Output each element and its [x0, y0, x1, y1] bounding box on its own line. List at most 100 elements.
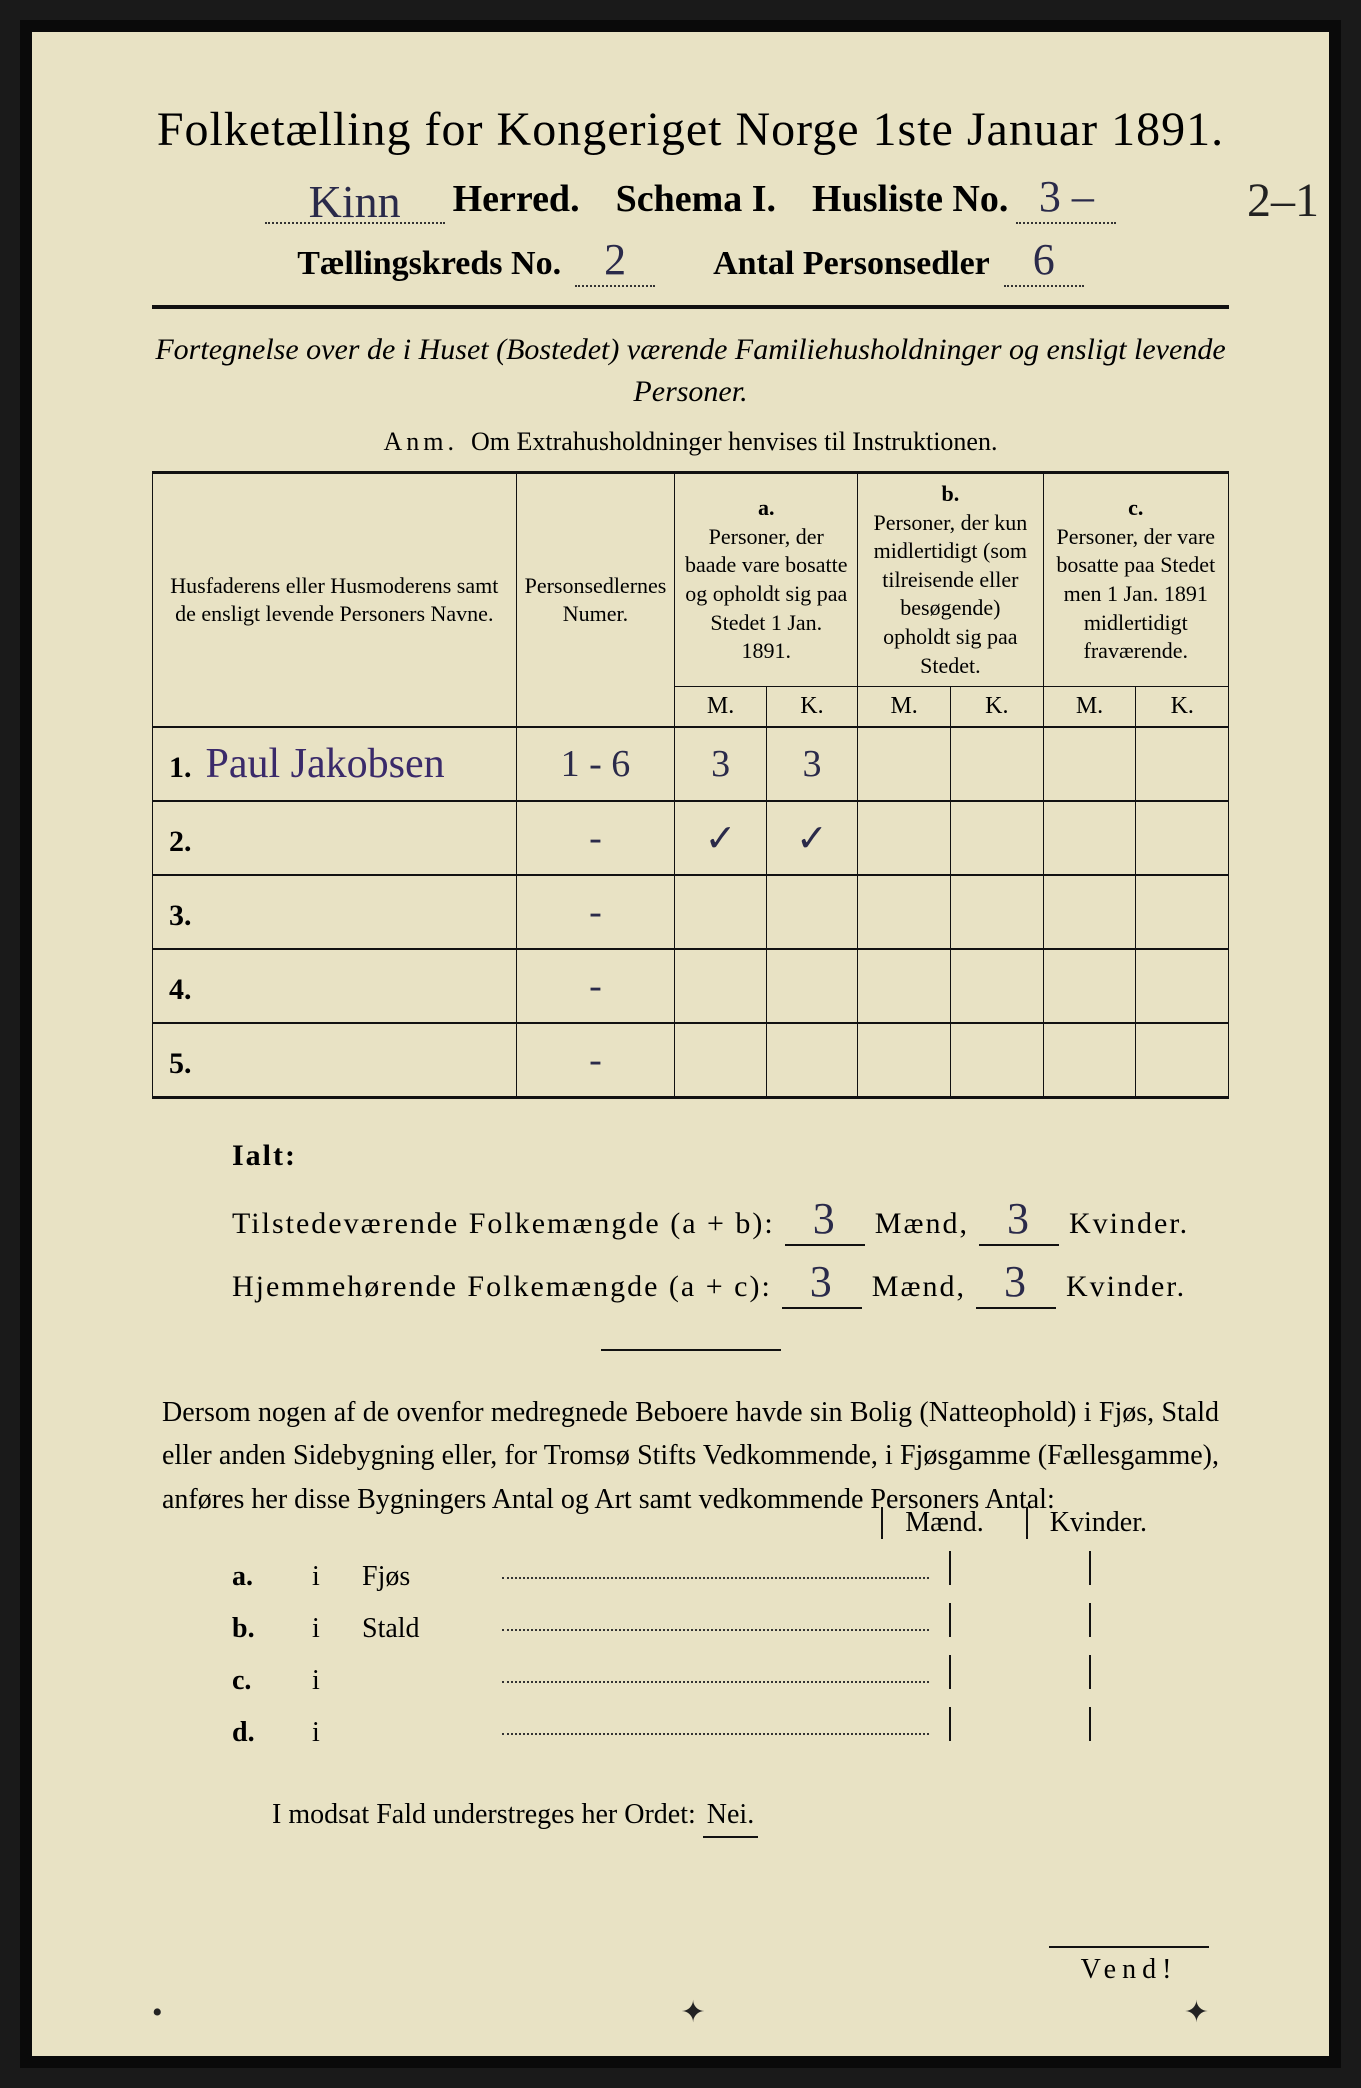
numer-cell: -: [516, 801, 675, 875]
building-letter: d.: [232, 1717, 292, 1749]
c-k-cell: [1136, 1023, 1229, 1097]
b-k-cell: [951, 949, 1043, 1023]
herred-value: Kinn: [309, 176, 401, 227]
table-row: 5.-: [153, 1023, 1229, 1097]
c-k-cell: [1136, 801, 1229, 875]
a-m-cell: [675, 1023, 766, 1097]
sum-line-1: Tilstedeværende Folkemængde (a + b): 3 M…: [232, 1193, 1229, 1246]
sum2-k-field: 3: [976, 1256, 1056, 1309]
numer-cell: -: [516, 875, 675, 949]
dotted-line: [502, 1733, 929, 1735]
building-letter: c.: [232, 1665, 292, 1697]
a-m-cell: [675, 875, 766, 949]
col-a-text: Personer, der baade vare bosatte og opho…: [683, 523, 849, 666]
b-m-cell: [858, 949, 951, 1023]
kvinder-label2: Kvinder.: [1066, 1270, 1186, 1304]
building-mk-cols: [949, 1707, 1229, 1741]
antal-label: Antal Personsedler: [713, 245, 990, 283]
b-m-cell: [858, 801, 951, 875]
side-building-para: Dersom nogen af de ovenfor medregnede Be…: [152, 1391, 1229, 1521]
maend-label2: Mænd,: [872, 1270, 966, 1304]
b-k-cell: [951, 875, 1043, 949]
rule: [152, 305, 1229, 309]
col-b-label: b.: [866, 480, 1034, 509]
sum2-label: Hjemmehørende Folkemængde (a + c):: [232, 1270, 772, 1304]
building-letter: a.: [232, 1561, 292, 1593]
col-c-text: Personer, der vare bosatte paa Stedet me…: [1052, 523, 1220, 666]
c-k: K.: [1136, 687, 1229, 728]
col-a-header: a. Personer, der baade vare bosatte og o…: [675, 473, 858, 687]
anm-line: Anm. Om Extrahusholdninger henvises til …: [152, 427, 1229, 457]
husliste-value: 3 –: [1039, 172, 1094, 221]
sum2-m: 3: [810, 1257, 834, 1306]
building-row: d.i: [232, 1707, 1229, 1749]
building-i: i: [312, 1613, 342, 1645]
a-m-cell: [675, 949, 766, 1023]
a-k-cell: [766, 949, 857, 1023]
nei-pre: I modsat Fald understreges her Ordet:: [272, 1799, 696, 1830]
numer-cell: -: [516, 949, 675, 1023]
a-k-cell: [766, 875, 857, 949]
sum2-k: 3: [1004, 1257, 1028, 1306]
table-row: 1.Paul Jakobsen1 - 633: [153, 727, 1229, 801]
mk-header: Mænd. Kvinder.: [881, 1507, 1169, 1539]
a-m-cell: 3: [675, 727, 766, 801]
b-k-cell: [951, 1023, 1043, 1097]
c-m-cell: [1043, 949, 1136, 1023]
header-line-3: Tællingskreds No. 2 Antal Personsedler 6: [152, 234, 1229, 287]
header-line-2: Kinn Herred. Schema I. Husliste No. 3 – …: [152, 169, 1229, 224]
b-m-cell: [858, 875, 951, 949]
ialt-label: Ialt:: [232, 1139, 1229, 1173]
dotted-line: [502, 1577, 929, 1579]
page-title: Folketælling for Kongeriget Norge 1ste J…: [152, 102, 1229, 157]
table-row: 2.-✓✓: [153, 801, 1229, 875]
sum1-label: Tilstedeværende Folkemængde (a + b):: [232, 1207, 775, 1241]
husliste-field: 3 –: [1016, 171, 1116, 224]
schema-label: Schema I.: [616, 177, 776, 221]
herred-label: Herred.: [453, 177, 580, 221]
a-k-cell: ✓: [766, 801, 857, 875]
a-k: K.: [766, 687, 857, 728]
building-name: Stald: [362, 1613, 482, 1645]
short-rule: [601, 1349, 781, 1351]
building-row: b. i Stald: [232, 1603, 1229, 1645]
subtitle: Fortegnelse over de i Huset (Bostedet) v…: [152, 329, 1229, 413]
sum1-k: 3: [1007, 1194, 1031, 1243]
building-mk-cols: [949, 1551, 1229, 1585]
building-i: i: [312, 1665, 342, 1697]
a-k-cell: 3: [766, 727, 857, 801]
name-cell: 1.Paul Jakobsen: [153, 727, 517, 801]
building-letter: b.: [232, 1613, 292, 1645]
col-b-header: b. Personer, der kun midlertidigt (som t…: [858, 473, 1043, 687]
col-b-text: Personer, der kun midlertidigt (som tilr…: [866, 509, 1034, 681]
census-form-page: Folketælling for Kongeriget Norge 1ste J…: [20, 20, 1341, 2068]
kreds-label: Tællingskreds No.: [297, 245, 561, 283]
building-row: a.iFjøs: [232, 1551, 1229, 1593]
herred-field: Kinn: [265, 169, 445, 224]
sum1-m-field: 3: [785, 1193, 865, 1246]
b-k-cell: [951, 727, 1043, 801]
name-cell: 2.: [153, 801, 517, 875]
b-m-cell: [858, 1023, 951, 1097]
a-m: M.: [675, 687, 766, 728]
b-k: K.: [951, 687, 1043, 728]
building-mk-cols: [949, 1655, 1229, 1689]
vend-label: Vend!: [1049, 1946, 1209, 1986]
c-k-cell: [1136, 727, 1229, 801]
anm-text: Om Extrahusholdninger henvises til Instr…: [471, 427, 997, 456]
kvinder-col: Kvinder.: [1026, 1507, 1169, 1539]
building-row: c. i: [232, 1655, 1229, 1697]
nei-word: Nei.: [703, 1799, 758, 1838]
kvinder-label: Kvinder.: [1069, 1207, 1189, 1241]
dot-mark: •: [152, 1996, 163, 2030]
col-names-header: Husfaderens eller Husmoderens samt de en…: [153, 473, 517, 728]
table-row: 4.-: [153, 949, 1229, 1023]
kreds-field: 2: [575, 234, 655, 287]
husliste-label: Husliste No.: [812, 177, 1008, 221]
table-row: 3.-: [153, 875, 1229, 949]
numer-cell: -: [516, 1023, 675, 1097]
dot-mark: ✦: [1184, 1995, 1209, 2030]
col-a-label: a.: [683, 494, 849, 523]
totals-block: Ialt: Tilstedeværende Folkemængde (a + b…: [152, 1139, 1229, 1309]
kreds-value: 2: [604, 235, 626, 284]
